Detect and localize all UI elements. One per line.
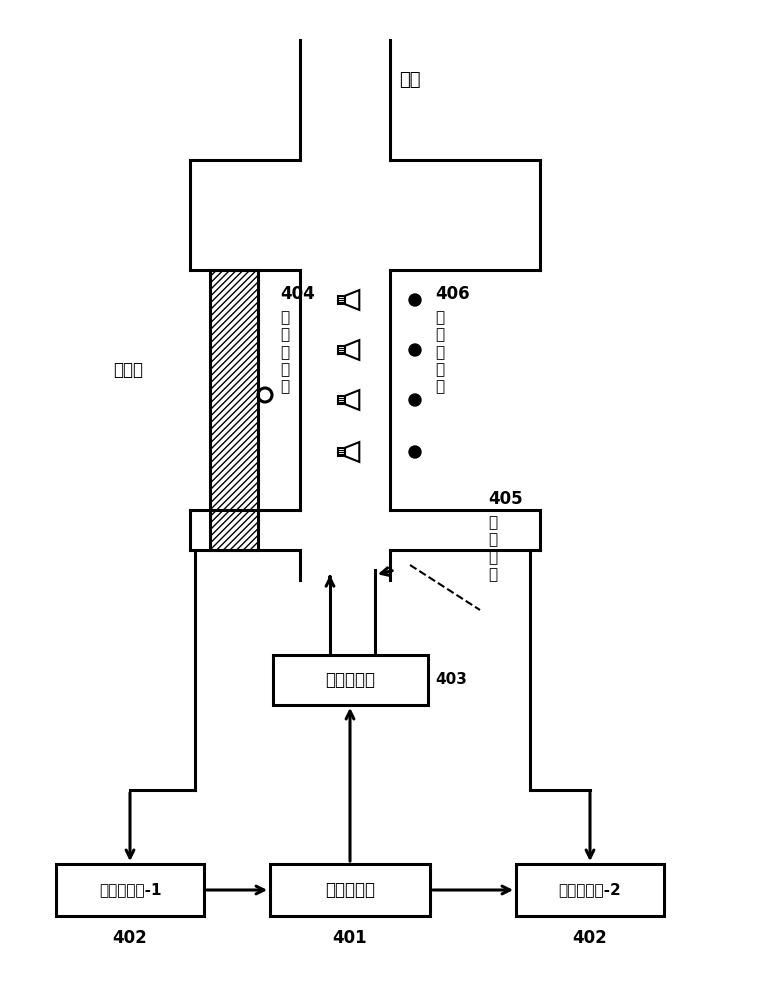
Polygon shape: [345, 390, 359, 410]
Text: 功率放大器: 功率放大器: [325, 671, 375, 689]
Bar: [516, 864, 664, 916]
Text: 參
考
傳
聲
器: 參 考 傳 聲 器: [280, 310, 289, 395]
Bar: [272, 655, 427, 705]
Text: 墻體: 墻體: [399, 71, 420, 89]
Text: 有源控制器: 有源控制器: [325, 881, 375, 899]
Bar: [339, 396, 345, 404]
Bar: [270, 864, 430, 916]
Text: 402: 402: [112, 929, 147, 947]
Circle shape: [409, 446, 421, 458]
Circle shape: [409, 294, 421, 306]
Text: 405: 405: [488, 490, 523, 508]
Text: 404: 404: [280, 285, 315, 303]
Text: 誤
差
傳
聲
器: 誤 差 傳 聲 器: [435, 310, 444, 395]
Text: 406: 406: [435, 285, 470, 303]
Text: 百葉窗: 百葉窗: [113, 361, 143, 379]
Circle shape: [409, 394, 421, 406]
Polygon shape: [345, 340, 359, 360]
Text: 信號調理器-1: 信號調理器-1: [99, 882, 161, 898]
Text: 信號調理器-2: 信號調理器-2: [559, 882, 622, 898]
Bar: [56, 864, 204, 916]
Text: 控
制
聲
源: 控 制 聲 源: [488, 515, 497, 582]
Bar: [210, 270, 258, 550]
Text: 401: 401: [332, 929, 367, 947]
Bar: [339, 448, 345, 456]
Polygon shape: [345, 442, 359, 462]
Bar: [339, 296, 345, 304]
Text: 403: 403: [436, 672, 468, 688]
Polygon shape: [345, 290, 359, 310]
Bar: [339, 346, 345, 354]
Circle shape: [409, 344, 421, 356]
Text: 402: 402: [572, 929, 607, 947]
